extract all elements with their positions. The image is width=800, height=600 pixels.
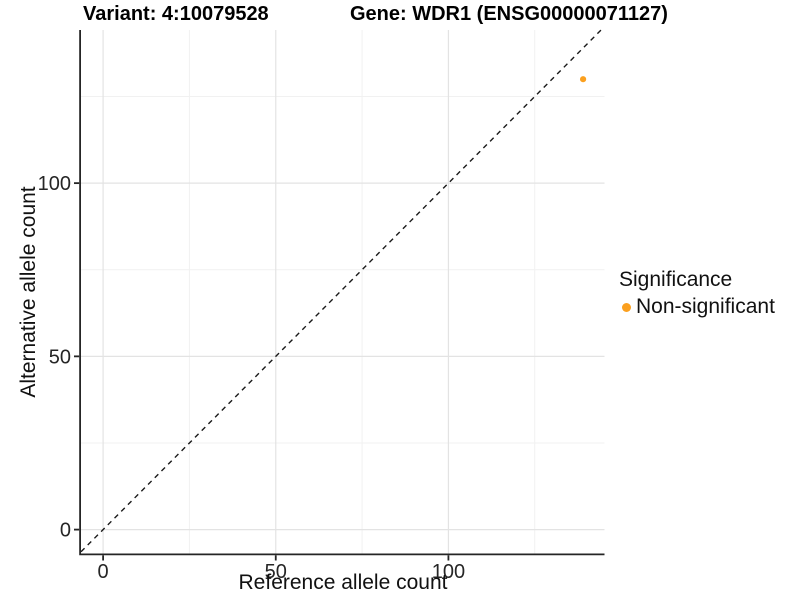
y-tick-label: 0 bbox=[60, 520, 71, 542]
legend-item-label: Non-significant bbox=[636, 295, 775, 318]
data-point bbox=[579, 76, 587, 83]
x-tick-label: 50 bbox=[265, 561, 287, 583]
axis-lines bbox=[79, 30, 605, 556]
x-tick-label: 0 bbox=[98, 561, 109, 583]
plot-title-variant: Variant: 4:10079528 bbox=[83, 3, 269, 25]
plot-title-gene: Gene: WDR1 (ENSG00000071127) bbox=[350, 3, 668, 25]
y-tick-label: 50 bbox=[49, 346, 71, 368]
legend-key-dot-icon bbox=[622, 302, 631, 312]
x-tick-label: 100 bbox=[432, 561, 465, 583]
y-tick-label: 100 bbox=[38, 173, 71, 195]
identity-reference-line bbox=[80, 29, 602, 553]
legend: Significance Non-significant bbox=[619, 268, 775, 319]
legend-item: Non-significant bbox=[619, 295, 775, 319]
y-axis-title: Alternative allele count bbox=[17, 186, 40, 398]
legend-title: Significance bbox=[619, 268, 733, 291]
x-axis-title: Reference allele count bbox=[238, 571, 448, 594]
